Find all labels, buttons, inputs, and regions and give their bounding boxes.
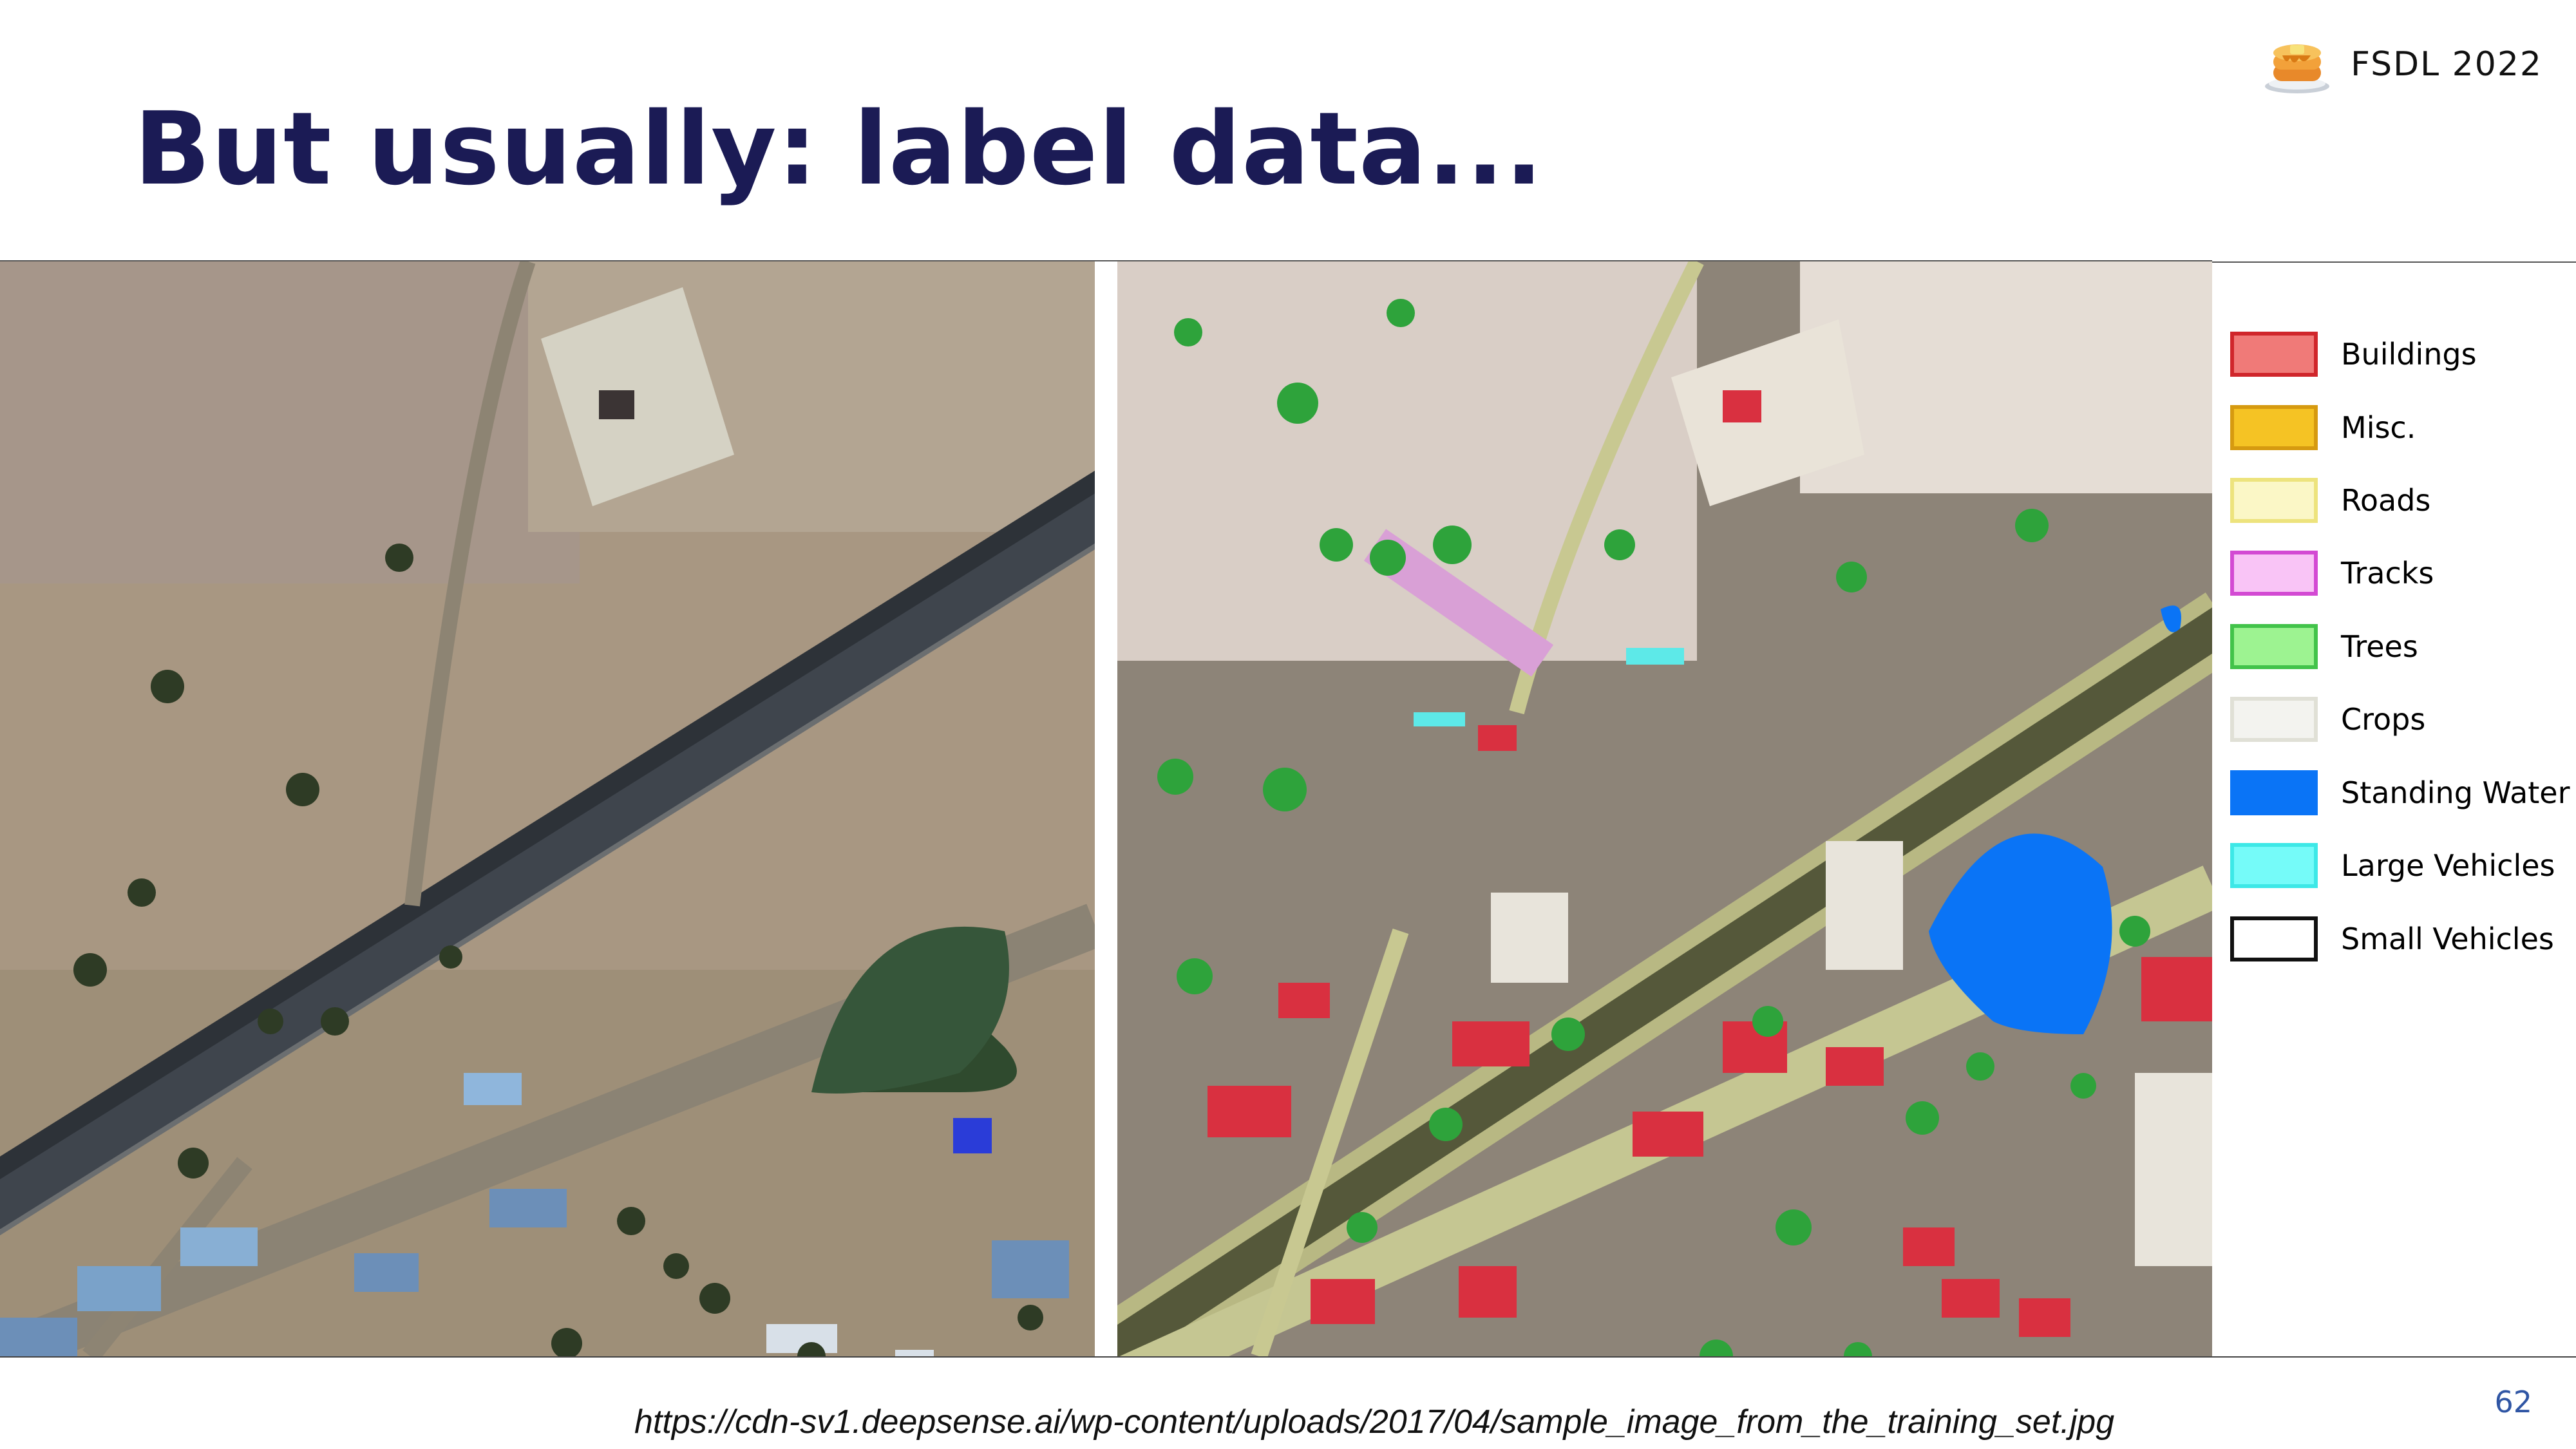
legend-label: Crops [2341, 702, 2426, 737]
legend-swatch-trees [2230, 624, 2318, 669]
pancake-stack-icon [2262, 33, 2333, 95]
legend-label: Misc. [2341, 410, 2416, 445]
legend-label: Tracks [2341, 556, 2434, 591]
source-url: https://cdn-sv1.deepsense.ai/wp-content/… [634, 1403, 2115, 1441]
segmentation-image [1117, 261, 2212, 1356]
legend-item-standing-water: Standing Water [2230, 768, 2570, 817]
legend-item-large-vehicles: Large Vehicles [2230, 841, 2555, 890]
legend-item-trees: Trees [2230, 622, 2418, 671]
legend-label: Buildings [2341, 337, 2477, 372]
legend-swatch-buildings [2230, 332, 2318, 377]
legend-label: Standing Water [2341, 775, 2570, 810]
legend-swatch-roads [2230, 478, 2318, 523]
legend-item-tracks: Tracks [2230, 549, 2434, 598]
legend-label: Large Vehicles [2341, 848, 2555, 883]
figure-bottom-border [0, 1356, 2576, 1358]
legend-item-small-vehicles: Small Vehicles [2230, 914, 2554, 963]
legend-swatch-small-vehicles [2230, 916, 2318, 961]
legend-label: Trees [2341, 629, 2418, 664]
legend-item-crops: Crops [2230, 695, 2425, 744]
legend-label: Small Vehicles [2341, 922, 2554, 956]
brand: FSDL 2022 [2262, 33, 2543, 95]
legend-item-buildings: Buildings [2230, 330, 2477, 379]
satellite-image [0, 261, 1095, 1356]
legend-item-misc: Misc. [2230, 403, 2416, 452]
legend-swatch-large-vehicles [2230, 843, 2318, 888]
brand-label: FSDL 2022 [2351, 45, 2543, 84]
legend: Buildings Misc. Roads Tracks Trees Crops… [2212, 261, 2576, 1358]
legend-label: Roads [2341, 483, 2431, 518]
legend-swatch-crops [2230, 697, 2318, 742]
legend-swatch-standing-water [2230, 770, 2318, 815]
legend-item-roads: Roads [2230, 476, 2430, 525]
legend-swatch-misc [2230, 405, 2318, 450]
slide-title: But usually: label data... [134, 90, 1544, 207]
legend-swatch-tracks [2230, 551, 2318, 596]
figure: Buildings Misc. Roads Tracks Trees Crops… [0, 261, 2576, 1358]
page-number: 62 [2494, 1385, 2532, 1419]
figure-top-border [0, 260, 2212, 261]
